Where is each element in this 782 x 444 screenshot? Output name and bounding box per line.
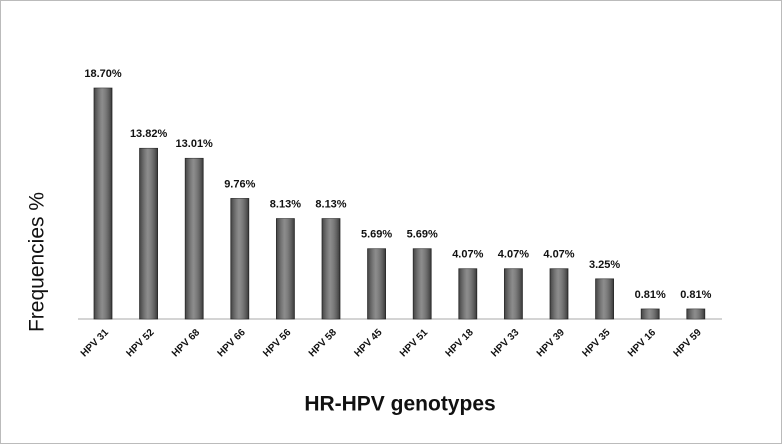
bar (139, 147, 159, 320)
data-label: 8.13% (315, 199, 346, 211)
data-label: 0.81% (680, 289, 711, 301)
x-axis-title: HR-HPV genotypes (304, 393, 495, 416)
bar (321, 218, 341, 320)
bar (595, 278, 614, 320)
data-label: 4.07% (498, 249, 529, 261)
data-label: 9.76% (224, 178, 255, 190)
data-label: 4.07% (543, 249, 574, 261)
data-label: 13.82% (130, 128, 168, 140)
y-axis-title: Frequencies % (26, 192, 49, 332)
data-label: 13.01% (176, 138, 214, 150)
data-label: 0.81% (635, 289, 666, 301)
bar (503, 268, 523, 320)
bar (184, 157, 204, 320)
bar (93, 87, 113, 320)
bar (367, 248, 387, 320)
data-label: 18.70% (84, 68, 122, 80)
data-label: 3.25% (589, 259, 620, 271)
bar (275, 218, 295, 320)
bar (640, 308, 660, 320)
data-label: 4.07% (452, 249, 483, 261)
bar (412, 248, 432, 320)
bar (230, 198, 250, 320)
data-label: 8.13% (270, 199, 301, 211)
bar (458, 268, 478, 320)
data-label: 5.69% (407, 229, 438, 241)
data-label: 5.69% (361, 229, 392, 241)
bar (686, 308, 706, 320)
bar (549, 268, 569, 320)
